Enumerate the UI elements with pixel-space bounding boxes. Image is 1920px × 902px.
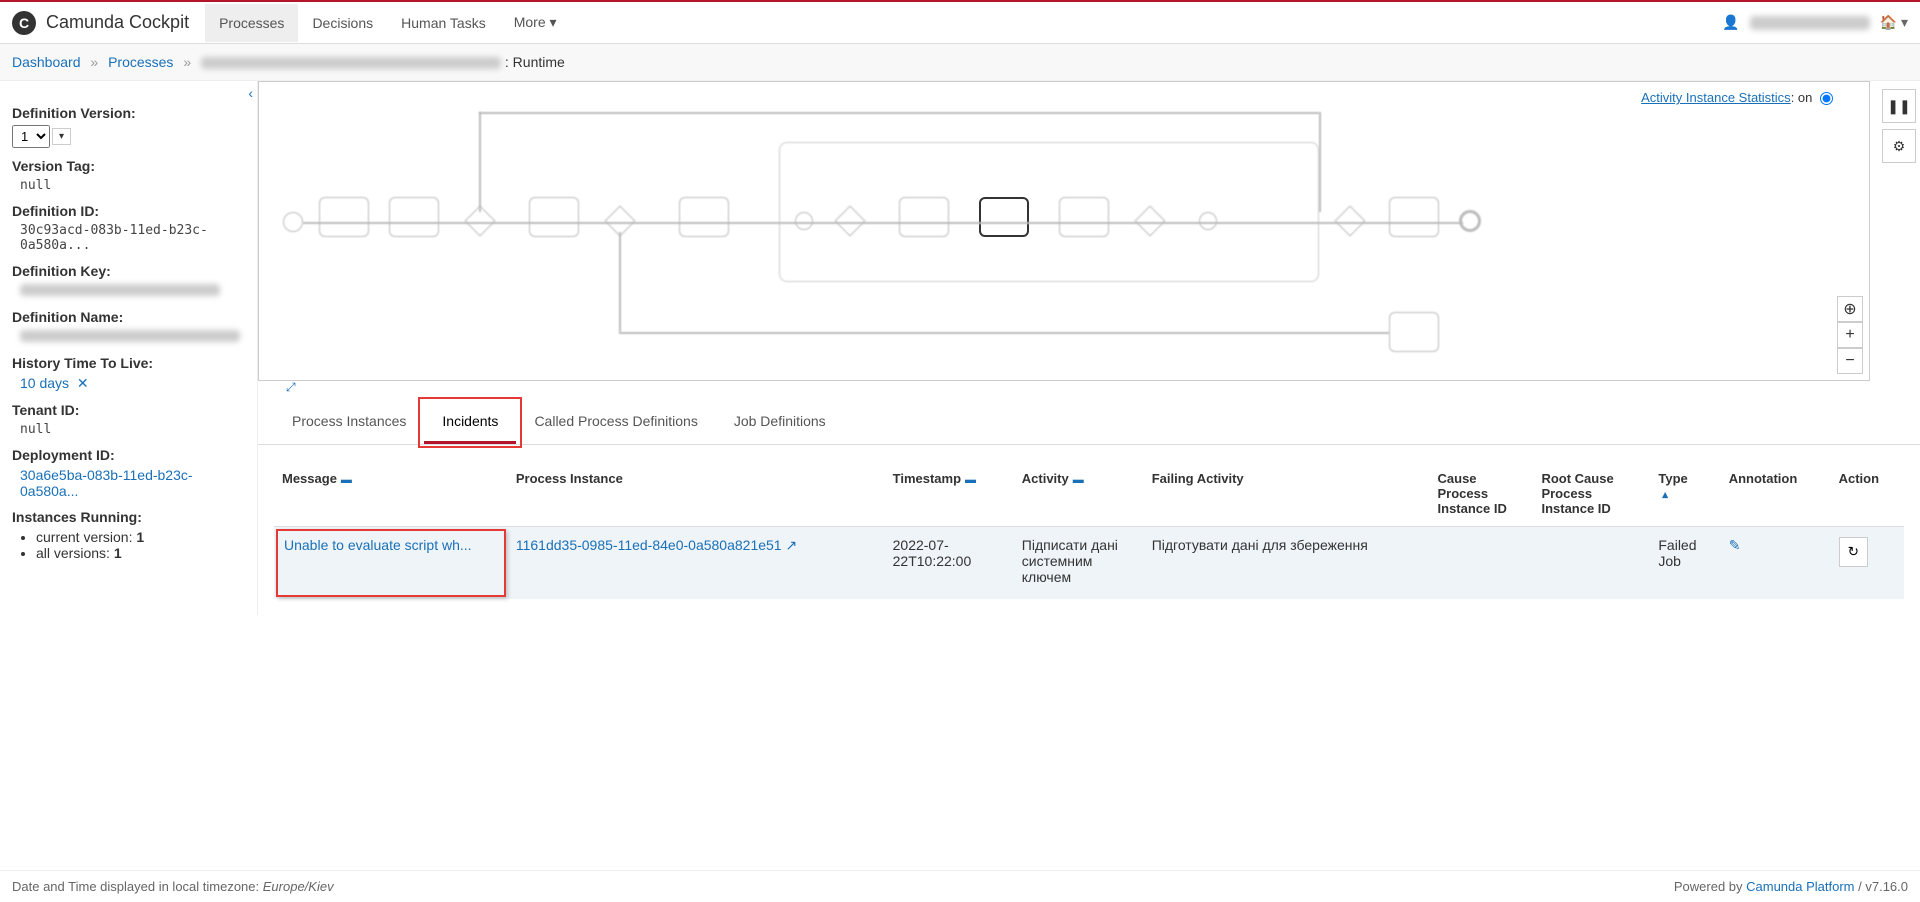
value-definition-id: 30c93acd-083b-11ed-b23c-0a580a...: [20, 223, 245, 253]
value-history-ttl[interactable]: 10 days ✕: [20, 375, 245, 392]
bpmn-diagram[interactable]: Activity Instance Statistics: on: [258, 81, 1870, 381]
external-link-icon[interactable]: ↗: [785, 537, 797, 553]
label-definition-version: Definition Version:: [12, 105, 245, 121]
th-cause-id[interactable]: Cause Process Instance ID: [1438, 471, 1507, 516]
value-definition-name: [20, 330, 240, 342]
activity-stats-toggle[interactable]: [1820, 92, 1833, 105]
label-deployment-id: Deployment ID:: [12, 447, 245, 463]
cell-timestamp: 2022-07-22T10:22:00: [885, 527, 1014, 599]
edit-annotation-icon[interactable]: ✎: [1729, 537, 1741, 553]
cell-cause-id: [1430, 527, 1534, 599]
nav-human-tasks[interactable]: Human Tasks: [387, 4, 500, 42]
tab-process-instances[interactable]: Process Instances: [274, 401, 424, 444]
value-definition-key: [20, 284, 220, 296]
cell-process-instance[interactable]: 1161dd35-0985-11ed-84e0-0a580a821e51: [516, 537, 782, 553]
nav-more[interactable]: More ▾: [500, 3, 571, 42]
label-definition-id: Definition ID:: [12, 203, 245, 219]
pause-button[interactable]: ❚❚: [1882, 89, 1916, 123]
expand-icon[interactable]: ⤢: [286, 380, 296, 395]
gear-button[interactable]: ⚙: [1882, 129, 1916, 163]
tab-called-definitions[interactable]: Called Process Definitions: [516, 401, 715, 444]
version-select[interactable]: 1: [12, 125, 50, 148]
user-name[interactable]: [1750, 16, 1870, 30]
label-tenant-id: Tenant ID:: [12, 402, 245, 418]
th-type[interactable]: Type: [1658, 471, 1687, 486]
cell-failing-activity: Підготувати дані для збереження: [1144, 527, 1430, 599]
footer: Date and Time displayed in local timezon…: [0, 870, 1920, 902]
version-step[interactable]: ▾: [52, 128, 71, 145]
remove-ttl-icon[interactable]: ✕: [77, 375, 89, 391]
collapse-sidebar-icon[interactable]: ‹: [248, 85, 253, 101]
th-annotation[interactable]: Annotation: [1729, 471, 1798, 486]
value-version-tag: null: [20, 178, 245, 193]
brand: Camunda Cockpit: [46, 12, 189, 33]
sort-icon[interactable]: ▬: [341, 474, 352, 486]
cell-activity: Підписати дані системним ключем: [1014, 527, 1144, 599]
value-deployment-id[interactable]: 30a6e5ba-083b-11ed-b23c-0a580a...: [20, 467, 245, 499]
breadcrumb-process-name: [201, 57, 501, 69]
content: Activity Instance Statistics: on: [258, 81, 1920, 615]
breadcrumb-dashboard[interactable]: Dashboard: [12, 54, 81, 70]
sort-icon[interactable]: ▬: [1073, 474, 1084, 486]
label-instances-running: Instances Running:: [12, 509, 245, 525]
value-tenant-id: null: [20, 422, 245, 437]
sort-icon[interactable]: ▬: [965, 474, 976, 486]
sort-asc-icon[interactable]: ▴: [1662, 489, 1668, 501]
th-action[interactable]: Action: [1839, 471, 1879, 486]
zoom-out-icon[interactable]: −: [1837, 348, 1863, 374]
th-root-cause-id[interactable]: Root Cause Process Instance ID: [1541, 471, 1613, 516]
reset-zoom-icon[interactable]: ⊕: [1837, 296, 1863, 322]
retry-button[interactable]: ↻: [1839, 537, 1868, 567]
breadcrumb: Dashboard » Processes » : Runtime: [0, 44, 1920, 81]
user-icon[interactable]: 👤: [1722, 14, 1739, 31]
footer-platform-link[interactable]: Camunda Platform: [1746, 879, 1854, 894]
table-row: Unable to evaluate script wh... 1161dd35…: [274, 527, 1904, 599]
tab-job-definitions[interactable]: Job Definitions: [716, 401, 844, 444]
tab-incidents[interactable]: Incidents: [424, 401, 516, 444]
th-failing-activity[interactable]: Failing Activity: [1152, 471, 1244, 486]
instances-current: current version: 1: [36, 529, 245, 545]
th-process-instance[interactable]: Process Instance: [516, 471, 623, 486]
label-definition-key: Definition Key:: [12, 263, 245, 279]
home-icon[interactable]: 🏠 ▾: [1880, 14, 1908, 31]
incidents-table: Message ▬ Process Instance Timestamp ▬ Act…: [274, 461, 1904, 599]
sidebar: ‹ Definition Version: 1 ▾ Version Tag: n…: [0, 81, 258, 615]
cell-root-cause-id: [1533, 527, 1650, 599]
th-message[interactable]: Message: [282, 471, 337, 486]
instances-all: all versions: 1: [36, 545, 245, 561]
tabs: Process Instances Incidents Called Proce…: [258, 401, 1920, 445]
breadcrumb-processes[interactable]: Processes: [108, 54, 173, 70]
cell-message[interactable]: Unable to evaluate script wh...: [284, 537, 472, 553]
label-version-tag: Version Tag:: [12, 158, 245, 174]
zoom-in-icon[interactable]: +: [1837, 322, 1863, 348]
label-definition-name: Definition Name:: [12, 309, 245, 325]
logo-icon: C: [12, 11, 36, 35]
chevron-down-icon: ▾: [550, 14, 557, 30]
th-activity[interactable]: Activity: [1022, 471, 1069, 486]
label-history-ttl: History Time To Live:: [12, 355, 245, 371]
nav-decisions[interactable]: Decisions: [298, 4, 387, 42]
activity-stats-link[interactable]: Activity Instance Statistics: [1641, 90, 1791, 105]
th-timestamp[interactable]: Timestamp: [893, 471, 961, 486]
cell-type: Failed Job: [1650, 527, 1720, 599]
breadcrumb-suffix: : Runtime: [505, 54, 565, 70]
header: C Camunda Cockpit Processes Decisions Hu…: [0, 2, 1920, 44]
nav-processes[interactable]: Processes: [205, 4, 298, 42]
